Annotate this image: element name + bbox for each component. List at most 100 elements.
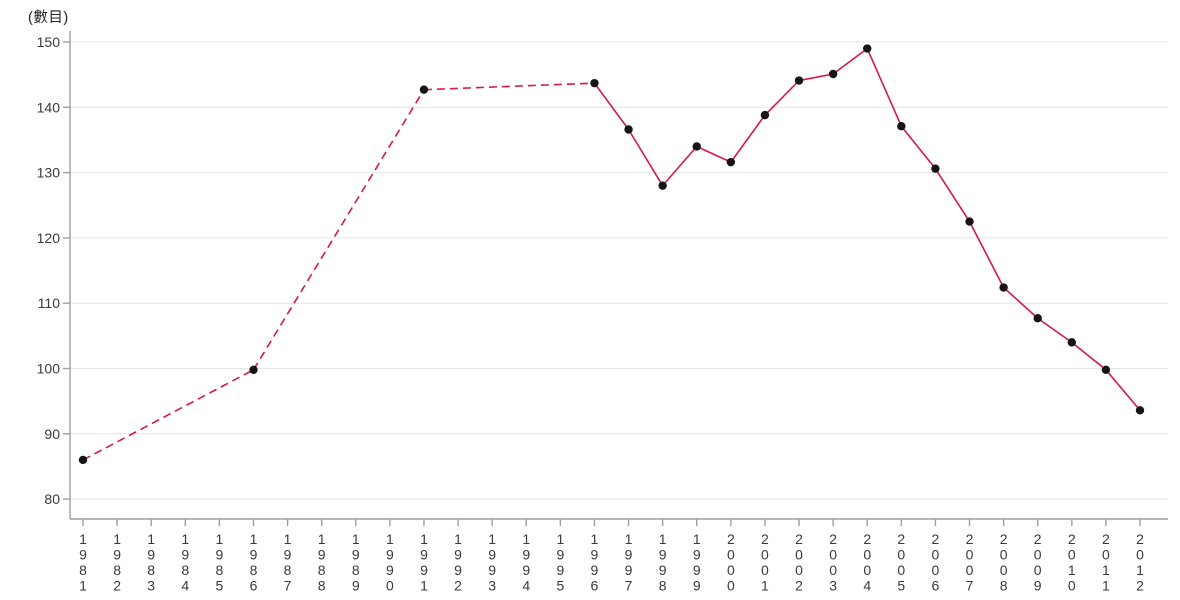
x-tick-label-digit: 1 xyxy=(1102,562,1110,578)
y-tick-label: 120 xyxy=(37,230,61,246)
data-point xyxy=(863,44,872,53)
x-tick-label-digit: 1 xyxy=(250,531,258,547)
x-tick-label-digit: 2 xyxy=(932,531,940,547)
x-tick-label-digit: 9 xyxy=(693,562,701,578)
x-tick-label-digit: 9 xyxy=(79,547,87,563)
x-tick-label-digit: 0 xyxy=(897,562,905,578)
x-tick-label-digit: 9 xyxy=(250,547,258,563)
x-tick-label-digit: 7 xyxy=(966,578,974,594)
x-tick-label-digit: 1 xyxy=(522,531,530,547)
x-tick-label-digit: 9 xyxy=(352,547,360,563)
x-tick-label-digit: 1 xyxy=(79,531,87,547)
x-tick-label-digit: 9 xyxy=(591,547,599,563)
data-point xyxy=(692,142,701,151)
x-tick-label-digit: 9 xyxy=(488,547,496,563)
x-tick-label-digit: 0 xyxy=(1068,578,1076,594)
x-tick-label-digit: 0 xyxy=(1034,547,1042,563)
x-tick-label-digit: 8 xyxy=(250,562,258,578)
x-tick-label-digit: 0 xyxy=(1034,562,1042,578)
x-tick-label-digit: 9 xyxy=(659,562,667,578)
x-tick-label-digit: 5 xyxy=(215,578,223,594)
x-tick-label-digit: 3 xyxy=(488,578,496,594)
x-tick-label-digit: 9 xyxy=(284,547,292,563)
x-tick-label-digit: 1 xyxy=(284,531,292,547)
x-tick-label-digit: 9 xyxy=(522,547,530,563)
x-tick-label-digit: 2 xyxy=(1034,531,1042,547)
x-tick-label-digit: 2 xyxy=(795,578,803,594)
data-point xyxy=(794,76,804,85)
x-tick-label-digit: 4 xyxy=(522,578,530,594)
x-tick-label-digit: 4 xyxy=(863,578,871,594)
x-tick-label-digit: 9 xyxy=(625,562,633,578)
x-tick-label-digit: 1 xyxy=(420,531,428,547)
x-tick-label-digit: 1 xyxy=(556,531,564,547)
series-segment-solid xyxy=(1071,341,1107,371)
data-point xyxy=(249,365,258,375)
x-tick-label-digit: 0 xyxy=(727,547,735,563)
x-tick-label-digit: 0 xyxy=(795,547,803,563)
data-point xyxy=(760,110,770,120)
x-tick-label-digit: 1 xyxy=(79,578,87,594)
series-segment-solid xyxy=(798,73,834,82)
x-tick-label-digit: 2 xyxy=(897,531,905,547)
series-segment-solid xyxy=(968,221,1005,288)
x-tick-label-digit: 8 xyxy=(113,562,121,578)
series-segment-solid xyxy=(1105,369,1141,411)
x-tick-label-digit: 7 xyxy=(284,578,292,594)
x-tick-label-digit: 1 xyxy=(761,578,769,594)
series-segment-solid xyxy=(832,47,868,75)
data-point xyxy=(1135,406,1145,415)
x-tick-label-digit: 8 xyxy=(181,562,189,578)
x-tick-label-digit: 1 xyxy=(591,531,599,547)
x-tick-label-digit: 1 xyxy=(625,531,633,547)
series-segment-solid xyxy=(593,82,630,130)
data-point xyxy=(828,69,838,79)
x-tick-label-digit: 0 xyxy=(1136,547,1144,563)
x-tick-label-digit: 3 xyxy=(147,578,155,594)
x-tick-label-digit: 0 xyxy=(1000,547,1008,563)
x-tick-label-digit: 2 xyxy=(829,531,837,547)
y-tick-label: 140 xyxy=(37,99,61,115)
x-tick-label-digit: 1 xyxy=(181,531,189,547)
y-tick-label: 80 xyxy=(44,491,60,507)
x-tick-label-digit: 1 xyxy=(488,531,496,547)
x-tick-label-digit: 0 xyxy=(897,547,905,563)
x-tick-label-digit: 1 xyxy=(420,578,428,594)
x-tick-label-digit: 0 xyxy=(966,547,974,563)
x-tick-label-digit: 1 xyxy=(215,531,223,547)
x-tick-label-digit: 9 xyxy=(591,562,599,578)
x-tick-label-digit: 7 xyxy=(625,578,633,594)
x-tick-label-digit: 0 xyxy=(829,547,837,563)
x-tick-label-digit: 5 xyxy=(897,578,905,594)
x-tick-label-digit: 8 xyxy=(79,562,87,578)
data-point xyxy=(419,85,429,94)
x-tick-label-digit: 2 xyxy=(1068,531,1076,547)
x-tick-label-digit: 9 xyxy=(659,547,667,563)
x-tick-label-digit: 0 xyxy=(829,562,837,578)
x-tick-label-digit: 2 xyxy=(966,531,974,547)
data-point xyxy=(658,181,667,190)
x-tick-label-digit: 9 xyxy=(181,547,189,563)
x-tick-label-digit: 6 xyxy=(250,578,258,594)
data-point xyxy=(999,283,1008,292)
x-tick-label-digit: 1 xyxy=(318,531,326,547)
series-segment-solid xyxy=(764,79,800,116)
series-segment-solid xyxy=(627,129,664,187)
x-tick-label-digit: 9 xyxy=(522,562,530,578)
x-tick-label-digit: 2 xyxy=(1102,531,1110,547)
x-tick-label-digit: 8 xyxy=(284,562,292,578)
x-tick-label-digit: 8 xyxy=(1000,578,1008,594)
x-tick-label-digit: 1 xyxy=(1102,578,1110,594)
x-tick-label-digit: 0 xyxy=(1068,547,1076,563)
x-tick-label-digit: 0 xyxy=(932,562,940,578)
x-tick-label-digit: 1 xyxy=(454,531,462,547)
x-tick-label-digit: 1 xyxy=(659,531,667,547)
x-tick-label-digit: 1 xyxy=(352,531,360,547)
x-tick-label-digit: 4 xyxy=(181,578,189,594)
series-segment-solid xyxy=(1003,286,1039,319)
data-point xyxy=(1033,314,1042,323)
x-tick-label-digit: 9 xyxy=(625,547,633,563)
x-tick-label-digit: 0 xyxy=(863,562,871,578)
